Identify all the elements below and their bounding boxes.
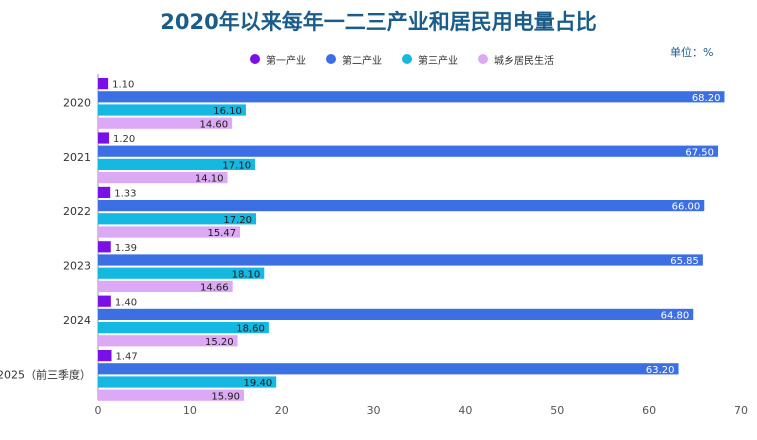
bar [98,350,112,362]
x-tick-label: 50 [550,404,564,417]
bar [98,226,241,238]
data-label: 1.39 [115,243,137,254]
bar [98,145,719,157]
data-label: 63.20 [646,365,675,376]
category-label: 2021 [63,151,91,164]
data-label: 14.10 [195,174,224,185]
data-label: 19.40 [244,378,273,389]
x-tick-label: 10 [183,404,197,417]
chart-title: 2020年以来每年一二三产业和居民用电量占比 [160,10,597,34]
bar [98,389,245,401]
bar [98,117,233,129]
legend-swatch [478,54,488,64]
bar [98,91,725,103]
legend-label: 第二产业 [342,55,382,67]
bar [98,254,703,266]
bar [98,295,111,307]
x-tick-label: 70 [734,404,748,417]
bar [98,132,110,144]
legend-swatch [402,54,412,64]
data-label: 67.50 [685,147,714,158]
legend-swatch [326,54,336,64]
data-label: 64.80 [661,311,690,322]
bar [98,186,111,198]
unit-label: 单位：% [670,46,714,59]
data-label: 14.66 [200,283,229,294]
bar [98,158,256,170]
data-label: 15.20 [205,337,234,348]
x-tick-label: 60 [642,404,656,417]
data-label: 17.10 [222,161,251,172]
data-label: 1.20 [113,134,135,145]
legend-label: 第一产业 [266,55,306,67]
bar [98,213,256,225]
legend-swatch [250,54,260,64]
x-tick-label: 0 [95,404,102,417]
bar [98,322,269,334]
legend-item[interactable]: 第一产业 [250,52,306,67]
data-label: 18.10 [232,269,261,280]
category-label: 2024 [63,314,91,327]
category-label: 2022 [63,205,91,218]
legend-label: 城乡居民生活 [494,55,554,67]
data-label: 65.85 [670,256,699,267]
bar [98,376,277,388]
category-label: 2023 [63,260,91,273]
data-label: 15.47 [207,228,236,239]
x-tick-label: 40 [458,404,472,417]
legend-item[interactable]: 第二产业 [326,52,382,67]
bar [98,78,109,90]
data-label: 17.20 [223,215,252,226]
data-label: 16.10 [213,106,242,117]
bar [98,241,111,253]
x-tick-label: 30 [367,404,381,417]
data-label: 1.47 [116,352,138,363]
data-label: 1.33 [114,189,136,200]
data-label: 66.00 [672,202,701,213]
bar [98,308,694,320]
legend-item[interactable]: 城乡居民生活 [478,52,554,67]
category-label: 2025（前三季度） [0,367,91,381]
data-label: 15.90 [211,391,240,402]
data-label: 14.60 [199,119,228,130]
data-label: 1.10 [112,80,134,91]
bar [98,363,679,375]
bar [98,200,705,212]
legend-label: 第三产业 [418,55,458,67]
category-label: 2020 [63,96,91,109]
bar [98,104,246,116]
bar [98,267,265,279]
data-label: 18.60 [236,324,265,335]
legend: 第一产业 第二产业 第三产业 城乡居民生活 [250,51,574,67]
bar [98,172,228,184]
data-label: 68.20 [692,93,721,104]
data-label: 1.40 [115,297,137,308]
legend-item[interactable]: 第三产业 [402,52,458,67]
x-tick-label: 20 [275,404,289,417]
bar [98,280,233,292]
bar [98,335,238,347]
